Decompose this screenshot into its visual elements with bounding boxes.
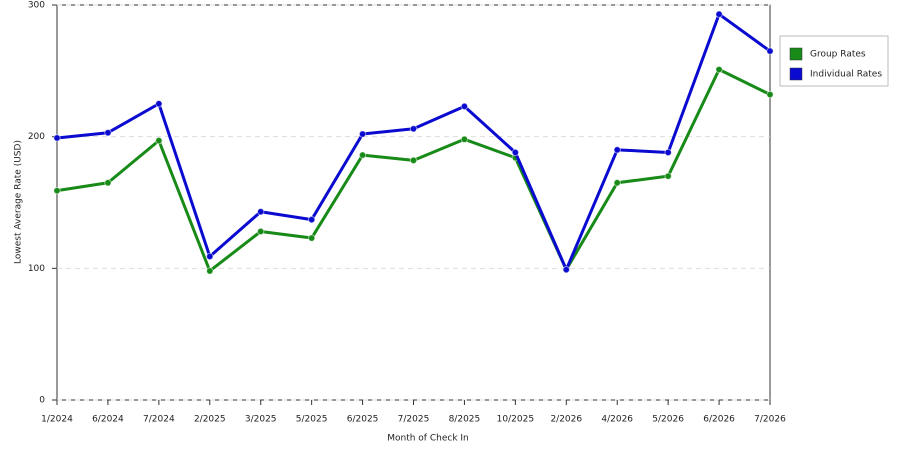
data-point [257, 227, 265, 236]
y-tick-label: 100 [28, 264, 45, 274]
data-point [766, 47, 774, 55]
data-point [613, 179, 621, 187]
x-tick-label: 8/2025 [449, 415, 481, 425]
data-point [766, 90, 774, 99]
data-point [613, 146, 621, 154]
y-axis-title: Lowest Average Rate (USD) [14, 140, 24, 264]
data-point [206, 267, 214, 275]
x-tick-label: 6/2026 [703, 415, 735, 425]
x-tick-label: 10/2025 [497, 415, 534, 425]
x-tick-label: 5/2026 [652, 415, 684, 425]
data-point [460, 102, 469, 111]
data-point [562, 265, 570, 274]
data-point [511, 148, 520, 157]
data-point [53, 186, 61, 195]
y-tick-label: 200 [28, 132, 45, 142]
x-tick-label: 2/2026 [550, 415, 582, 425]
data-point [53, 134, 61, 142]
x-axis-title: Month of Check In [387, 434, 469, 444]
legend-swatch [789, 67, 803, 81]
x-tick-label: 6/2025 [347, 415, 379, 425]
data-point [409, 125, 418, 133]
x-tick-label: 7/2026 [754, 415, 786, 425]
data-point [409, 156, 418, 165]
legend-label: Group Rates [810, 50, 866, 60]
data-point [664, 148, 672, 157]
data-point [460, 135, 469, 144]
data-point [307, 215, 316, 224]
data-point [206, 252, 214, 261]
data-point [155, 100, 163, 108]
x-tick-label: 5/2025 [296, 415, 328, 425]
x-tick-label: 4/2026 [601, 415, 633, 425]
data-point [257, 208, 265, 216]
x-tick-label: 7/2024 [143, 415, 175, 425]
data-point [664, 172, 672, 180]
x-tick-label: 3/2025 [245, 415, 277, 425]
y-tick-label: 300 [28, 1, 45, 11]
y-tick-label: 0 [39, 396, 45, 406]
data-point [155, 136, 163, 145]
legend-swatch [789, 47, 803, 61]
x-tick-label: 6/2024 [92, 415, 124, 425]
legend-label: Individual Rates [810, 70, 882, 80]
data-point [715, 10, 723, 18]
data-point [358, 130, 367, 138]
x-tick-label: 1/2024 [41, 415, 73, 425]
x-tick-label: 2/2025 [194, 415, 226, 425]
data-point [307, 234, 316, 242]
data-point [715, 65, 723, 74]
data-point [358, 151, 367, 159]
data-point [104, 129, 112, 137]
data-point [104, 179, 112, 187]
plot-area [56, 4, 771, 401]
x-tick-label: 7/2025 [398, 415, 430, 425]
